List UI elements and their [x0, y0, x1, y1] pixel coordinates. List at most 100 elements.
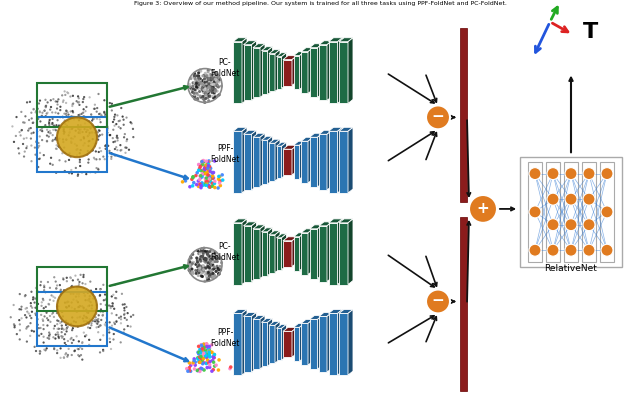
Point — [99, 109, 109, 115]
Point — [16, 306, 26, 313]
Point — [202, 275, 212, 281]
Point — [45, 160, 55, 167]
Point — [40, 103, 51, 109]
Point — [203, 263, 213, 270]
Point — [36, 126, 47, 132]
Point — [83, 303, 93, 310]
Point — [188, 89, 198, 95]
Point — [59, 354, 69, 361]
Point — [61, 328, 72, 334]
Point — [202, 87, 212, 93]
Circle shape — [547, 168, 559, 180]
Point — [202, 181, 212, 187]
Point — [202, 343, 212, 350]
Point — [20, 148, 30, 155]
Point — [195, 349, 205, 356]
Point — [54, 136, 65, 142]
Point — [53, 334, 63, 340]
Point — [15, 336, 25, 342]
Point — [109, 321, 120, 327]
Point — [203, 159, 213, 165]
Point — [202, 250, 212, 257]
Point — [45, 297, 55, 303]
Point — [205, 271, 216, 278]
Point — [86, 320, 97, 326]
Point — [210, 82, 220, 89]
Point — [47, 120, 58, 126]
Point — [93, 91, 104, 97]
Point — [204, 256, 214, 263]
Point — [191, 96, 202, 103]
Polygon shape — [348, 38, 353, 103]
Point — [192, 90, 202, 96]
Point — [56, 326, 67, 332]
Point — [26, 300, 36, 306]
Point — [200, 255, 211, 261]
Polygon shape — [233, 127, 247, 131]
Polygon shape — [301, 52, 308, 93]
Point — [62, 124, 72, 130]
Point — [207, 183, 218, 189]
Point — [74, 308, 84, 314]
Polygon shape — [317, 133, 323, 187]
Point — [66, 135, 76, 142]
Point — [204, 360, 214, 366]
Point — [198, 266, 209, 273]
Point — [100, 111, 111, 118]
Point — [77, 169, 87, 176]
Point — [203, 94, 213, 101]
Point — [22, 99, 32, 105]
Point — [113, 135, 123, 141]
Point — [203, 89, 213, 96]
Point — [190, 87, 200, 93]
Point — [115, 125, 125, 132]
Point — [75, 314, 85, 320]
Point — [44, 334, 54, 340]
Bar — [528, 162, 542, 262]
Point — [198, 82, 209, 89]
Point — [75, 115, 85, 122]
Point — [196, 353, 206, 360]
Point — [42, 99, 52, 105]
Point — [74, 129, 84, 136]
Point — [75, 159, 85, 165]
Point — [75, 156, 85, 163]
Point — [74, 283, 84, 290]
Point — [123, 323, 133, 329]
Point — [20, 312, 30, 318]
Point — [35, 127, 45, 133]
Point — [193, 269, 203, 276]
Polygon shape — [275, 139, 280, 181]
Point — [40, 107, 50, 114]
Point — [202, 165, 212, 171]
Point — [34, 332, 44, 339]
Point — [209, 351, 220, 358]
Point — [205, 257, 216, 264]
Point — [195, 80, 205, 87]
Polygon shape — [260, 133, 265, 187]
Point — [111, 134, 122, 141]
Point — [208, 274, 218, 281]
Point — [73, 126, 83, 132]
Point — [72, 146, 83, 152]
Bar — [460, 217, 467, 391]
Point — [194, 162, 204, 168]
Point — [120, 144, 131, 151]
Point — [33, 301, 43, 307]
Point — [75, 344, 85, 350]
Point — [33, 322, 43, 328]
Point — [208, 75, 218, 81]
Point — [198, 345, 209, 351]
Point — [56, 354, 66, 361]
Point — [58, 114, 68, 120]
Point — [196, 266, 207, 272]
Point — [197, 254, 207, 260]
Point — [89, 154, 99, 161]
Polygon shape — [294, 233, 305, 237]
Point — [200, 248, 211, 255]
Point — [210, 178, 220, 184]
Circle shape — [565, 244, 577, 256]
Point — [190, 96, 200, 102]
Point — [60, 158, 70, 164]
Point — [207, 262, 217, 269]
